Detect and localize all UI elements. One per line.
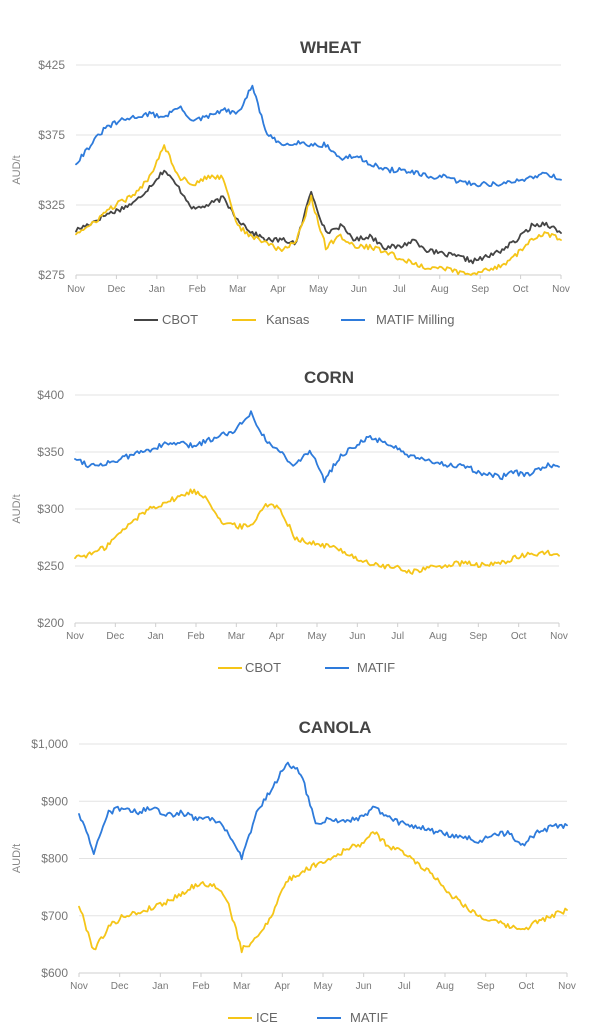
- wheat-series-cbot-line: [75, 169, 562, 265]
- canola-y-tick-label: $600: [41, 966, 68, 980]
- corn-x-tick-label: Sep: [469, 631, 487, 642]
- corn-x-tick-label: Aug: [429, 631, 447, 642]
- canola-y-axis-label: AUD/t: [11, 844, 23, 873]
- wheat-legend-label: CBOT: [162, 312, 198, 327]
- corn-y-tick-label: $250: [37, 559, 64, 573]
- canola-x-tick-label: Apr: [275, 981, 291, 992]
- wheat-x-tick-label: Nov: [67, 284, 85, 295]
- canola-y-tick-label: $700: [41, 909, 68, 923]
- corn-x-tick-label: Apr: [269, 631, 285, 642]
- corn-x-tick-label: Feb: [187, 631, 205, 642]
- canola-x-tick-label: Nov: [70, 981, 88, 992]
- canola-y-tick-label: $900: [41, 794, 68, 808]
- wheat-series-kansas-line: [75, 144, 562, 276]
- corn-y-tick-label: $400: [37, 388, 64, 402]
- wheat-series-matif-milling-line: [75, 84, 562, 188]
- wheat-x-tick-label: Nov: [552, 284, 570, 295]
- canola-legend-item-ice: ICE: [228, 1010, 278, 1025]
- corn-y-axis-label: AUD/t: [11, 494, 23, 523]
- wheat-x-tick-label: Aug: [431, 284, 449, 295]
- corn-x-tick-label: Nov: [66, 631, 84, 642]
- canola-x-tick-label: Jan: [152, 981, 168, 992]
- wheat-x-tick-label: Dec: [108, 284, 126, 295]
- wheat-legend-label: MATIF Milling: [376, 312, 454, 327]
- canola-legend-item-matif: MATIF: [317, 1010, 388, 1025]
- canola-legend-label: MATIF: [350, 1010, 388, 1025]
- canola-x-tick-label: Jul: [398, 981, 411, 992]
- wheat-legend-item-kansas: Kansas: [232, 312, 310, 327]
- canola-x-tick-label: Mar: [233, 981, 251, 992]
- canola-y-tick-label: $1,000: [31, 737, 68, 751]
- wheat-x-tick-label: May: [309, 284, 328, 295]
- corn-y-tick-label: $200: [37, 616, 64, 630]
- canola-x-tick-label: May: [314, 981, 333, 992]
- canola-x-tick-label: Feb: [192, 981, 210, 992]
- corn-x-tick-label: Mar: [228, 631, 246, 642]
- corn-legend-item-cbot: CBOT: [218, 660, 281, 675]
- wheat-legend-item-cbot: CBOT: [134, 312, 198, 327]
- canola-chart: CANOLA AUD/t $600 $700 $800 $900 $1,000 Nov Dec J…: [11, 718, 576, 1025]
- wheat-x-tick-label: Jan: [149, 284, 165, 295]
- canola-x-tick-label: Dec: [111, 981, 129, 992]
- corn-legend-label: CBOT: [245, 660, 281, 675]
- canola-x-tick-label: Nov: [558, 981, 576, 992]
- wheat-chart: WHEAT AUD/t $275 $325 $375 $425 Nov Dec Jan Feb Ma…: [11, 38, 570, 327]
- canola-y-tick-label: $800: [41, 852, 68, 866]
- corn-chart-title: CORN: [304, 368, 354, 387]
- wheat-chart-title: WHEAT: [300, 38, 362, 57]
- canola-chart-title: CANOLA: [299, 718, 372, 737]
- corn-chart: CORN AUD/t $200 $250 $300 $350 $400 Nov Dec Jan Fe…: [11, 368, 568, 675]
- wheat-x-tick-label: Feb: [189, 284, 207, 295]
- canola-x-tick-label: Aug: [436, 981, 454, 992]
- wheat-y-tick-label: $325: [38, 198, 65, 212]
- wheat-y-tick-label: $375: [38, 128, 65, 142]
- corn-legend-label: MATIF: [357, 660, 395, 675]
- corn-x-tick-label: Jul: [391, 631, 404, 642]
- corn-y-tick-label: $300: [37, 502, 64, 516]
- wheat-x-tick-label: Mar: [229, 284, 247, 295]
- corn-x-tick-label: Jan: [148, 631, 164, 642]
- canola-series-matif-line: [78, 761, 568, 861]
- wheat-y-tick-label: $275: [38, 268, 65, 282]
- corn-x-tick-label: Dec: [106, 631, 124, 642]
- corn-series-cbot-line: [74, 488, 560, 575]
- canola-x-tick-label: Oct: [519, 981, 535, 992]
- corn-legend-item-matif: MATIF: [325, 660, 395, 675]
- wheat-x-tick-label: Sep: [471, 284, 489, 295]
- wheat-x-tick-label: Apr: [270, 284, 286, 295]
- wheat-legend-label: Kansas: [266, 312, 310, 327]
- wheat-x-tick-label: Oct: [513, 284, 529, 295]
- corn-x-tick-label: Nov: [550, 631, 568, 642]
- corn-x-tick-label: Oct: [511, 631, 527, 642]
- canola-legend-label: ICE: [256, 1010, 278, 1025]
- wheat-y-tick-label: $425: [38, 58, 65, 72]
- wheat-x-tick-label: Jul: [393, 284, 406, 295]
- wheat-y-axis-label: AUD/t: [11, 155, 23, 184]
- corn-x-tick-label: Jun: [349, 631, 365, 642]
- corn-y-tick-label: $350: [37, 445, 64, 459]
- canola-x-tick-label: Sep: [477, 981, 495, 992]
- corn-series-matif-line: [74, 410, 560, 484]
- wheat-x-tick-label: Jun: [351, 284, 367, 295]
- canola-x-tick-label: Jun: [356, 981, 372, 992]
- wheat-legend-item-matif-milling: MATIF Milling: [341, 312, 454, 327]
- corn-x-tick-label: May: [308, 631, 327, 642]
- canola-series-ice-line: [78, 831, 568, 954]
